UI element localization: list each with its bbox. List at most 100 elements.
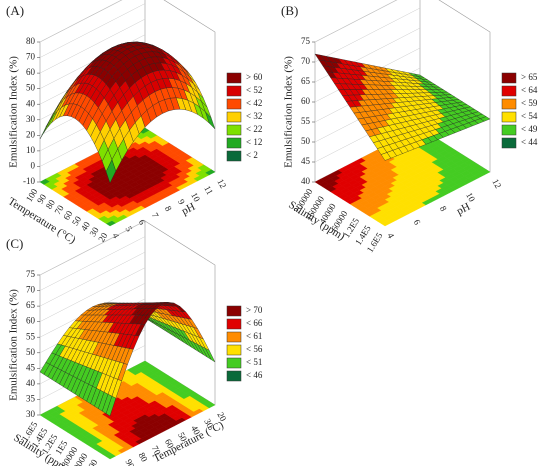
- floor-cell: [138, 360, 150, 367]
- z-tick-label: 40: [26, 378, 36, 388]
- legend-swatch: [226, 111, 242, 123]
- z-axis-title: Emulsification Index (%): [8, 56, 20, 168]
- z-tick-label: -10: [23, 176, 35, 186]
- legend-label: < 12: [246, 137, 262, 147]
- z-tick-label: 70: [26, 52, 36, 62]
- panel: (A) -10 0 10 20 30 40 50 60 70 80 Emulsification In…: [6, 0, 263, 247]
- z-tick-label: 70: [301, 56, 311, 66]
- z-tick-label: 45: [26, 362, 36, 372]
- legend-swatch: [501, 85, 517, 97]
- legend-label: > 70: [246, 305, 263, 315]
- z-axis-title: Emulsification Index (%): [8, 289, 20, 401]
- z-tick-label: 50: [26, 83, 36, 93]
- legend-label: < 66: [246, 318, 263, 328]
- z-tick-label: 30: [26, 409, 36, 419]
- panel: (C) 30 35 40 45 50 55 60 65 70 75 Emulsification In…: [6, 220, 263, 466]
- grid-line: [39, 236, 146, 291]
- z-tick-label: 60: [301, 96, 311, 106]
- z-tick-label: 30: [26, 114, 36, 124]
- legend-swatch: [226, 85, 242, 97]
- panel-label: (C): [6, 236, 23, 251]
- grid-line: [39, 18, 146, 74]
- legend-swatch: [226, 357, 242, 369]
- y-tick-label: 8: [163, 204, 174, 213]
- panel-label: (B): [281, 3, 298, 18]
- z-tick-label: 50: [26, 347, 36, 357]
- z-tick-label: 45: [301, 156, 311, 166]
- y-tick-label: 80: [137, 451, 150, 464]
- grid-line: [314, 0, 398, 43]
- y-tick-label: 100: [110, 464, 125, 466]
- legend-swatch: [226, 331, 242, 343]
- legend-label: < 56: [246, 344, 263, 354]
- legend-label: < 59: [521, 98, 538, 108]
- legend-swatch: [226, 370, 242, 382]
- legend-swatch: [226, 98, 242, 110]
- legend-label: < 32: [246, 111, 262, 121]
- y-axis-title: pH: [455, 201, 472, 218]
- z-tick-label: 50: [301, 136, 311, 146]
- legend-swatch: [226, 305, 242, 317]
- z-tick-label: 75: [26, 269, 36, 279]
- z-axis-title: Emulsification Index (%): [283, 56, 295, 168]
- grid-line: [39, 0, 123, 43]
- z-tick-label: 40: [301, 176, 311, 186]
- legend-swatch: [226, 344, 242, 356]
- legend-label: < 51: [246, 357, 262, 367]
- legend-swatch: [501, 98, 517, 110]
- grid-line: [314, 7, 421, 63]
- y-tick-label: 12: [490, 177, 503, 190]
- z-tick-label: 35: [26, 394, 36, 404]
- y-tick-label: 7: [150, 211, 161, 220]
- legend-label: < 2: [246, 150, 258, 160]
- y-tick-label: 90: [124, 457, 137, 466]
- z-tick-label: 60: [26, 316, 36, 326]
- z-tick-label: 65: [26, 300, 36, 310]
- legend-swatch: [501, 137, 517, 149]
- y-tick-label: 4: [385, 231, 396, 240]
- y-tick-label: 6: [412, 218, 423, 227]
- z-tick-label: 70: [26, 285, 36, 295]
- legend-swatch: [226, 137, 242, 149]
- legend-label: < 61: [246, 331, 262, 341]
- z-tick-label: 20: [26, 129, 36, 139]
- z-tick-label: 40: [26, 98, 36, 108]
- legend-label: < 52: [246, 85, 262, 95]
- legend-swatch: [501, 124, 517, 136]
- surface-cell: [105, 159, 117, 184]
- x-tick-label: 20000: [89, 463, 110, 466]
- y-tick-label: 11: [202, 184, 215, 196]
- legend-label: > 60: [246, 72, 263, 82]
- legend-label: < 42: [246, 98, 262, 108]
- legend-swatch: [226, 124, 242, 136]
- y-axis-title: pH: [180, 201, 197, 218]
- z-tick-label: 0: [31, 161, 36, 171]
- y-tick-label: 9: [176, 197, 187, 206]
- legend-label: < 49: [521, 124, 538, 134]
- grid-line: [39, 251, 146, 307]
- surface-cell: [105, 395, 117, 417]
- grid-line: [39, 267, 146, 322]
- legend-label: < 64: [521, 85, 538, 95]
- grid-line: [39, 3, 146, 58]
- legend-swatch: [226, 150, 242, 162]
- z-tick-label: 75: [301, 36, 311, 46]
- legend-swatch: [501, 111, 517, 123]
- legend-label: < 22: [246, 124, 262, 134]
- legend-swatch: [501, 72, 517, 84]
- z-tick-label: 10: [26, 145, 36, 155]
- z-tick-label: 55: [26, 331, 36, 341]
- panel-label: (A): [6, 3, 24, 18]
- legend-label: < 44: [521, 137, 538, 147]
- legend-label: > 65: [521, 72, 538, 82]
- surface-cell: [380, 152, 392, 161]
- x-tick-label: 40000: [79, 457, 100, 466]
- z-tick-label: 65: [301, 76, 311, 86]
- z-tick-label: 55: [301, 116, 311, 126]
- grid-line: [39, 220, 146, 276]
- y-tick-label: 8: [438, 204, 449, 213]
- y-tick-label: 12: [215, 177, 228, 190]
- legend-label: < 54: [521, 111, 538, 121]
- legend-swatch: [226, 318, 242, 330]
